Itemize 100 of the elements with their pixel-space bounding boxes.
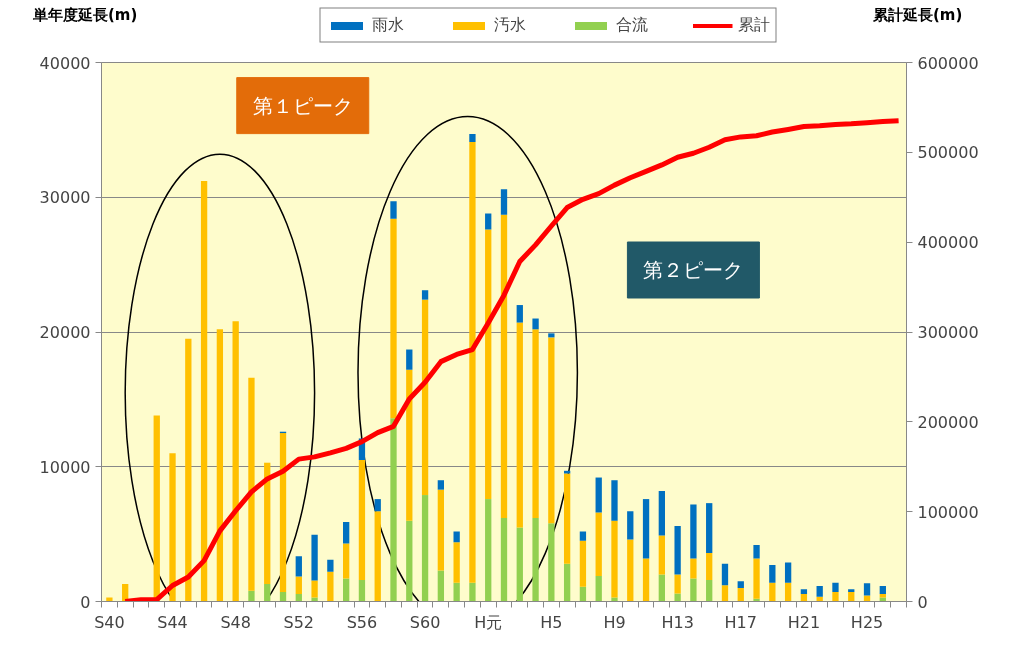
bar <box>627 539 634 602</box>
bar <box>642 499 650 559</box>
y-axis-title: 単年度延長(m) <box>33 5 138 26</box>
annotation: 第２ピーク <box>643 258 744 283</box>
y-tick-label: 20000 <box>39 323 91 342</box>
x-tick-label: S56 <box>346 612 378 632</box>
bar <box>658 535 665 575</box>
legend-label: 汚水 <box>493 14 526 36</box>
bar <box>421 290 429 300</box>
bar <box>863 583 871 596</box>
bar <box>548 523 555 602</box>
bar <box>295 576 302 595</box>
legend-label: 合流 <box>615 14 648 36</box>
bar <box>611 480 618 521</box>
bar <box>311 580 318 598</box>
bar <box>721 585 729 602</box>
bar <box>169 453 176 602</box>
bar <box>579 531 587 541</box>
bar <box>816 586 823 597</box>
bar <box>548 337 555 524</box>
bar <box>548 333 555 338</box>
bar <box>279 433 287 593</box>
bar <box>658 574 665 602</box>
bar <box>848 592 855 602</box>
bar <box>737 588 744 602</box>
bar <box>500 214 508 518</box>
bar <box>674 526 681 575</box>
x-tick-label: H21 <box>787 612 821 632</box>
bar <box>421 299 429 496</box>
bar <box>800 589 808 595</box>
bar <box>343 578 350 602</box>
x-tick-label: S40 <box>94 612 125 632</box>
y2-tick-label: 0 <box>917 592 928 612</box>
y2-tick-label: 400000 <box>917 233 979 253</box>
bar <box>485 499 492 602</box>
y-tick-label: 40000 <box>39 53 91 73</box>
bar <box>516 527 523 602</box>
bar <box>690 504 697 559</box>
bar <box>753 544 760 559</box>
bar <box>563 563 571 602</box>
bar <box>390 218 397 419</box>
bar <box>658 491 665 536</box>
bar <box>516 305 523 323</box>
bar <box>848 589 855 593</box>
bar <box>500 517 508 602</box>
bar <box>311 597 318 602</box>
bar <box>248 377 255 591</box>
bar <box>706 579 713 602</box>
bar <box>216 329 224 602</box>
bar <box>674 574 681 594</box>
y2-tick-label: 600000 <box>917 53 979 73</box>
bar <box>232 321 239 602</box>
y2-tick-label: 200000 <box>917 412 979 432</box>
annotation: 第１ピーク <box>252 93 353 118</box>
bar <box>358 579 366 602</box>
bar <box>690 558 697 579</box>
bar <box>611 597 618 602</box>
bar <box>437 480 445 490</box>
bar <box>421 495 429 602</box>
bar <box>721 563 729 586</box>
bar <box>185 338 192 602</box>
bar <box>532 318 539 330</box>
bar <box>879 597 886 602</box>
bar <box>358 460 366 580</box>
y2-tick-label: 100000 <box>917 502 979 522</box>
bar <box>200 181 208 602</box>
x-tick-label: S60 <box>409 612 441 632</box>
bar <box>327 571 334 602</box>
bar <box>374 499 381 512</box>
bar <box>469 133 476 142</box>
x-tick-label: S52 <box>283 612 315 632</box>
bar <box>737 581 744 589</box>
bar <box>879 586 886 595</box>
bar <box>264 462 271 584</box>
bar <box>390 201 397 219</box>
bar <box>500 189 508 215</box>
x-tick-label: H13 <box>661 612 694 632</box>
bar <box>579 540 587 587</box>
y2-axis-title: 累計延長(m) <box>873 5 963 26</box>
bar <box>863 595 871 602</box>
bar <box>453 582 460 602</box>
bar <box>485 229 492 500</box>
bar <box>453 531 460 543</box>
bar <box>690 578 697 602</box>
bar <box>627 511 634 540</box>
x-tick-label: H5 <box>540 612 563 632</box>
bar <box>406 349 413 370</box>
bar <box>784 582 792 602</box>
bar <box>516 322 523 528</box>
bar <box>832 592 839 602</box>
y2-tick-label: 300000 <box>917 323 979 342</box>
x-tick-label: H元 <box>474 612 503 632</box>
x-tick-label: H25 <box>850 612 884 632</box>
bar <box>106 597 113 602</box>
bar <box>295 556 302 577</box>
bar <box>343 522 350 544</box>
bar <box>453 542 460 583</box>
bar <box>390 418 397 602</box>
bar <box>437 570 445 602</box>
bar <box>485 213 492 230</box>
